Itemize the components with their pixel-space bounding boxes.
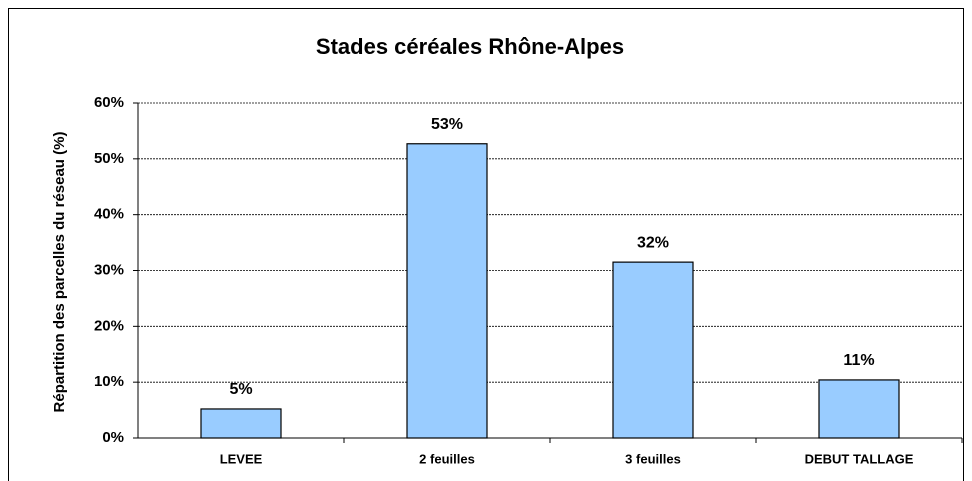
data-label: 53%	[431, 116, 463, 133]
y-axis-label: Répartition des parcelles du réseau (%)	[51, 132, 68, 413]
y-tick-label: 30%	[94, 261, 124, 278]
y-tick-label: 0%	[102, 429, 124, 446]
data-label: 32%	[637, 234, 669, 251]
bar	[818, 379, 900, 439]
frame	[8, 8, 964, 481]
data-label: 11%	[843, 352, 874, 369]
x-tick-label: 3 feuilles	[625, 451, 681, 466]
data-label: 5%	[229, 381, 252, 398]
chart-title: Stades céréales Rhône-Alpes	[316, 34, 624, 59]
y-tick-label: 50%	[94, 150, 124, 167]
bar	[200, 408, 282, 439]
y-tick-label: 10%	[94, 373, 124, 390]
x-tick-label: DEBUT TALLAGE	[805, 451, 914, 466]
y-tick-label: 20%	[94, 317, 124, 334]
bar	[406, 143, 488, 439]
x-tick-label: LEVEE	[220, 451, 263, 466]
y-tick-label: 40%	[94, 206, 124, 223]
y-tick-label: 60%	[94, 94, 124, 111]
bar	[612, 261, 694, 439]
x-tick-label: 2 feuilles	[419, 451, 475, 466]
